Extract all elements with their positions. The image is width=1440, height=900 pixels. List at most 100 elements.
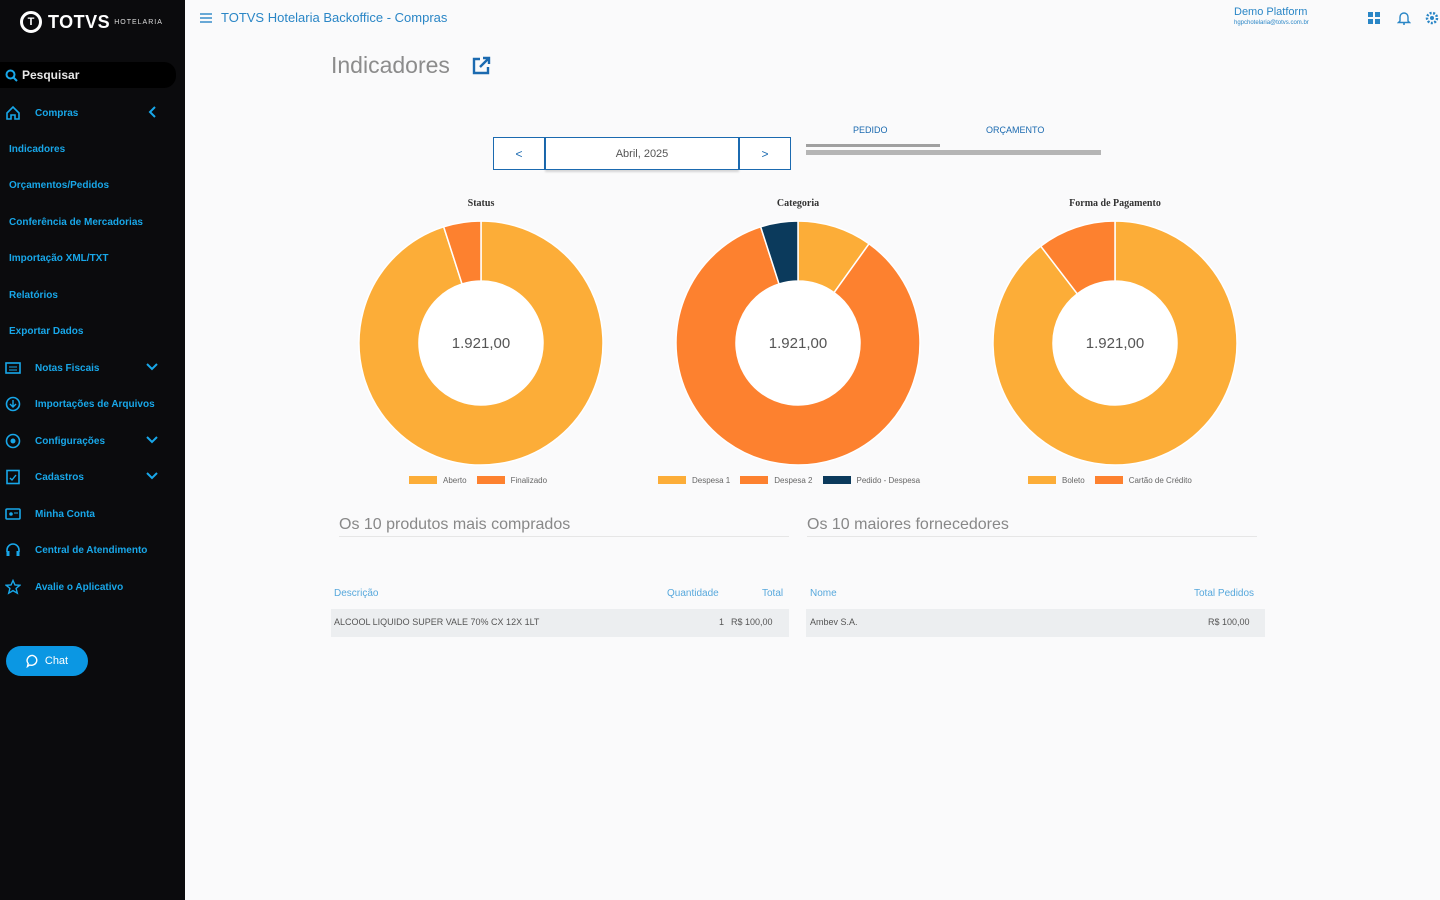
sidebar-item-avalie[interactable]: Avalie o Aplicativo xyxy=(0,574,170,600)
sidebar-item-notas-fiscais[interactable]: Notas Fiscais xyxy=(0,355,170,381)
sidebar-item-minha-conta[interactable]: Minha Conta xyxy=(0,501,170,527)
sidebar-item-orcamentos[interactable]: Orçamentos/Pedidos xyxy=(0,172,170,198)
sidebar-item-label: Orçamentos/Pedidos xyxy=(9,179,110,191)
sidebar-item-label: Indicadores xyxy=(9,143,66,155)
categoria-donut-chart: Categoria 1.921,00 xyxy=(668,198,928,498)
settings-icon xyxy=(5,433,21,449)
totvs-logo[interactable]: T TOTVS HOTELARIA xyxy=(20,8,163,36)
tab-bar: PEDIDO ORÇAMENTO xyxy=(806,125,1102,159)
sidebar-item-label: Cadastros xyxy=(35,471,84,483)
donut-hole xyxy=(736,281,860,405)
chevron-down-icon xyxy=(146,363,158,371)
bell-icon[interactable] xyxy=(1397,11,1411,25)
legend-item[interactable]: Finalizado xyxy=(476,475,548,485)
sidebar: T TOTVS HOTELARIA Pesquisar Compras Indi… xyxy=(0,0,185,900)
legend-item[interactable]: Cartão de Crédito xyxy=(1094,475,1192,485)
legend-item[interactable]: Aberto xyxy=(409,476,467,485)
tab-orcamento[interactable]: ORÇAMENTO xyxy=(986,125,1045,135)
sidebar-item-label: Importações de Arquivos xyxy=(35,398,155,410)
legend-label: Despesa 2 xyxy=(774,475,813,485)
legend-label: Despesa 1 xyxy=(692,475,731,485)
sidebar-item-importacao-xml[interactable]: Importação XML/TXT xyxy=(0,245,170,271)
legend-item[interactable]: Despesa 2 xyxy=(740,475,813,485)
apps-grid-icon[interactable] xyxy=(1367,11,1381,25)
date-navigator: < Abril, 2025 > xyxy=(493,137,791,170)
donut-center-label: 1.921,00 xyxy=(452,335,510,352)
sidebar-item-label: Conferência de Mercadorias xyxy=(9,216,143,228)
next-month-button[interactable]: > xyxy=(739,137,791,170)
legend-swatch xyxy=(1028,476,1056,484)
status-donut-chart: Status 1.921,00 xyxy=(351,198,611,498)
product-quantity: 1 xyxy=(719,617,725,627)
sidebar-item-label: Notas Fiscais xyxy=(35,362,100,374)
supplier-name: Ambev S.A. xyxy=(810,617,858,627)
sidebar-item-central-atendimento[interactable]: Central de Atendimento xyxy=(0,537,170,563)
top-suppliers-title: Os 10 maiores fornecedores xyxy=(807,516,1009,533)
column-header-total-pedidos[interactable]: Total Pedidos xyxy=(1194,588,1255,599)
month-selector[interactable]: Abril, 2025 xyxy=(545,137,739,170)
column-header-quantidade[interactable]: Quantidade xyxy=(667,588,719,599)
page-title: Indicadores xyxy=(331,52,450,78)
star-icon xyxy=(5,579,21,595)
legend-label: Finalizado xyxy=(510,475,548,485)
legend-swatch xyxy=(822,476,851,484)
prev-month-button[interactable]: < xyxy=(493,137,545,170)
column-header-total[interactable]: Total xyxy=(762,588,784,599)
tab-active-indicator xyxy=(806,144,940,147)
menu-icon[interactable] xyxy=(199,12,213,24)
sidebar-item-importacoes[interactable]: Importações de Arquivos xyxy=(0,391,170,417)
donut-hole xyxy=(419,281,543,405)
status-legend: Aberto Finalizado xyxy=(409,474,557,486)
search-icon xyxy=(5,69,18,82)
register-icon xyxy=(5,469,21,485)
external-link-icon[interactable] xyxy=(471,56,491,76)
sidebar-item-indicadores[interactable]: Indicadores xyxy=(0,136,170,162)
legend-label: Aberto xyxy=(443,475,467,485)
search-input[interactable]: Pesquisar xyxy=(0,62,176,88)
legend-swatch xyxy=(409,476,437,484)
column-header-nome[interactable]: Nome xyxy=(810,588,837,599)
user-email: hgpchotelaria@totvs.com.br xyxy=(1234,20,1309,26)
home-icon xyxy=(5,105,21,121)
tab-pedido[interactable]: PEDIDO xyxy=(853,125,888,135)
sidebar-item-conferencia[interactable]: Conferência de Mercadorias xyxy=(0,209,170,235)
sidebar-item-label: Minha Conta xyxy=(35,508,95,520)
chevron-down-icon xyxy=(146,472,158,480)
user-name: Demo Platform xyxy=(1234,6,1308,18)
table-row[interactable] xyxy=(331,609,789,637)
column-header-descricao[interactable]: Descrição xyxy=(334,588,379,599)
chart-title: Status xyxy=(467,198,495,209)
sidebar-item-relatorios[interactable]: Relatórios xyxy=(0,282,170,308)
sidebar-item-label: Exportar Dados xyxy=(9,325,84,337)
sidebar-item-label: Central de Atendimento xyxy=(35,544,148,556)
gear-icon[interactable] xyxy=(1425,11,1439,25)
chevron-down-icon xyxy=(146,436,158,444)
chart-canvas: 1.921,00 xyxy=(992,220,1238,466)
top-products-title: Os 10 produtos mais comprados xyxy=(339,516,571,533)
legend-item[interactable]: Boleto xyxy=(1028,476,1085,485)
product-total: R$ 100,00 xyxy=(731,617,773,627)
headset-icon xyxy=(5,542,21,558)
legend-label: Boleto xyxy=(1062,475,1085,485)
chart-canvas: 1.921,00 xyxy=(675,220,921,466)
sidebar-item-compras[interactable]: Compras xyxy=(0,100,170,126)
invoice-icon xyxy=(5,360,21,376)
sidebar-item-label: Compras xyxy=(35,107,79,119)
chat-button[interactable]: Chat xyxy=(6,646,88,676)
chat-icon xyxy=(26,654,38,668)
chevron-left-icon xyxy=(148,106,156,118)
sidebar-item-cadastros[interactable]: Cadastros xyxy=(0,464,170,490)
sidebar-item-configuracoes[interactable]: Configurações xyxy=(0,428,170,454)
table-row[interactable] xyxy=(806,609,1265,637)
legend-item[interactable]: Despesa 1 xyxy=(658,476,730,485)
chart-canvas: 1.921,00 xyxy=(358,220,604,466)
legend-item[interactable]: Pedido - Despesa xyxy=(822,476,920,485)
legend-label: Cartão de Crédito xyxy=(1128,475,1192,485)
sidebar-item-label: Avalie o Aplicativo xyxy=(35,581,124,593)
legend-swatch xyxy=(1094,476,1123,484)
sidebar-item-label: Configurações xyxy=(35,435,106,447)
user-profile[interactable]: Demo Platform hgpchotelaria@totvs.com.br xyxy=(1234,6,1309,26)
divider xyxy=(807,536,1257,537)
sidebar-item-exportar[interactable]: Exportar Dados xyxy=(0,318,170,344)
categoria-legend: Despesa 1 Despesa 2 Pedido - Despesa xyxy=(658,474,930,486)
